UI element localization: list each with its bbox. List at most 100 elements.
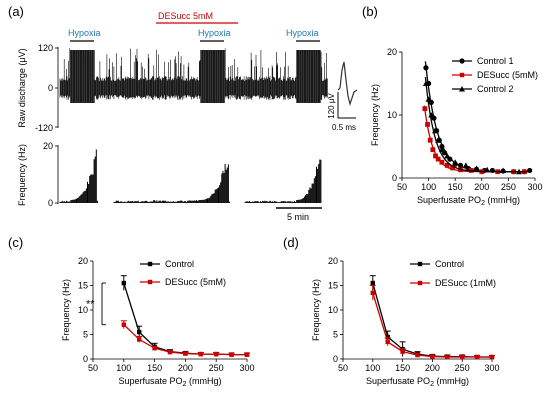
legend-marker (147, 279, 153, 285)
x-axis-label: Superfusate PO2 (mmHg) (366, 376, 469, 388)
panel-label-b: (b) (362, 4, 378, 19)
y-tick-label: 0 (83, 354, 88, 364)
panel-b-chart: 50 100 150 200 250 300 0 10 20 Superfusate PO2 (m… (370, 47, 543, 207)
data-point (431, 127, 438, 134)
freq-tick-0: 0 (48, 198, 53, 208)
freq-tick-20: 20 (43, 141, 53, 151)
legend-label: Control (435, 259, 464, 269)
x-tick-label: 100 (365, 363, 380, 373)
y-tick-label: 10 (78, 305, 88, 315)
data-point (457, 162, 464, 168)
raw-tick-120: 120 (38, 43, 53, 53)
data-point (516, 168, 523, 175)
x-tick-label: 300 (527, 182, 542, 192)
legend: Control DESucc (5mM) (140, 259, 226, 287)
hypoxia-label-3: Hypoxia (286, 28, 319, 38)
series-0 (120, 275, 250, 357)
y-tick-label: 15 (328, 281, 338, 291)
panel-label-d: (d) (283, 235, 299, 250)
data-point (121, 322, 126, 327)
x-tick-label: 150 (395, 363, 410, 373)
legend-label: Control (165, 259, 194, 269)
y-axis-label: Frequency (Hz) (61, 279, 71, 341)
data-point (422, 106, 428, 112)
spike-scale-v-label: 120 μV (327, 93, 336, 119)
x-tick-label: 300 (484, 363, 499, 373)
series-line (123, 324, 247, 356)
series-line (372, 282, 492, 358)
panel-a: DESucc 5mM Hypoxia Hypoxia Hypoxia 120 0… (17, 11, 358, 222)
fit-line (424, 77, 530, 173)
series-line (123, 282, 247, 356)
series-2 (422, 77, 530, 175)
data-point (433, 153, 438, 159)
y-tick-label: 10 (328, 305, 338, 315)
data-point (435, 156, 441, 162)
spike-waveform (337, 61, 358, 107)
legend: Control 1 DESucc (5mM) Control 2 (452, 56, 538, 94)
data-point (422, 80, 429, 86)
desucc-label: DESucc 5mM (158, 11, 213, 21)
series-1 (369, 285, 495, 360)
data-point (152, 346, 157, 351)
data-point (183, 351, 188, 356)
legend-label: Control 1 (477, 56, 514, 66)
frequency-histogram (59, 149, 322, 203)
series-line (372, 292, 492, 358)
legend: Control DESucc (1mM) (410, 259, 496, 288)
series-1 (120, 320, 250, 357)
data-point (439, 143, 445, 150)
raw-y-label: Raw discharge (μV) (17, 48, 27, 127)
legend-label: DESucc (5mM) (477, 70, 538, 80)
legend-marker (459, 86, 465, 92)
legend-label: DESucc (1mM) (435, 278, 496, 288)
data-point (137, 329, 142, 335)
x-tick-label: 200 (178, 363, 193, 373)
legend-marker (459, 72, 465, 78)
data-point (229, 352, 234, 357)
data-point (489, 354, 495, 360)
legend-label: Control 2 (477, 84, 514, 94)
data-point (385, 334, 390, 340)
time-scale-label: 5 min (287, 212, 309, 222)
data-point (450, 165, 455, 171)
x-tick-label: 300 (239, 363, 254, 373)
x-tick-label: 250 (209, 363, 224, 373)
data-point (444, 163, 450, 168)
x-tick-label: 150 (147, 363, 162, 373)
data-point (370, 280, 375, 286)
data-point (435, 137, 442, 143)
data-point (473, 165, 480, 172)
freq-y-label: Frequency (Hz) (17, 144, 27, 206)
x-axis-label: Superfusate PO2 (mmHg) (417, 195, 520, 207)
x-tick-label: 100 (116, 363, 131, 373)
data-point (415, 352, 420, 358)
y-axis-label: Frequency (Hz) (311, 279, 321, 341)
raw-tick-0: 0 (48, 83, 53, 93)
raw-tick-minus120: -120 (35, 123, 53, 133)
data-point (438, 146, 445, 153)
hypoxia-label-2: Hypoxia (198, 28, 231, 38)
y-tick-label: 0 (392, 173, 397, 183)
x-tick-label: 250 (455, 363, 470, 373)
data-point (462, 162, 469, 168)
series-0 (369, 275, 495, 360)
data-point (430, 354, 435, 359)
legend-label: DESucc (5mM) (165, 277, 226, 287)
legend-marker (417, 261, 423, 267)
x-tick-label: 200 (474, 182, 489, 192)
x-tick-label: 50 (338, 363, 348, 373)
y-tick-label: 5 (333, 330, 338, 340)
data-point (425, 122, 430, 127)
significance-label: ** (86, 299, 95, 311)
raw-discharge-trace (59, 48, 328, 103)
data-point (484, 166, 491, 173)
data-point (121, 280, 126, 286)
spike-scale-t-label: 0.5 ms (332, 123, 356, 132)
legend-marker (417, 280, 423, 286)
data-point (444, 152, 451, 159)
legend-marker (147, 261, 153, 267)
data-point (474, 354, 480, 360)
y-tick-label: 0 (333, 354, 338, 364)
